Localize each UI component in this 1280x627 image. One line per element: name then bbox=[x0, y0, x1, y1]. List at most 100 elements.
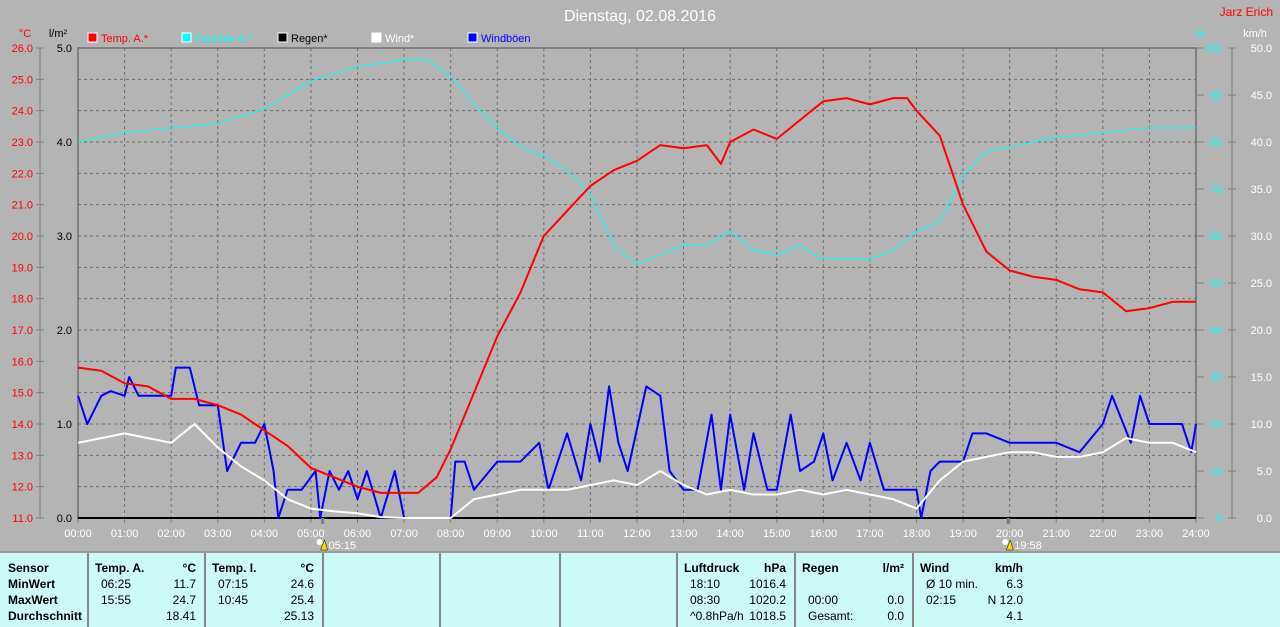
legend-swatch bbox=[371, 32, 382, 43]
sunset-sun-icon bbox=[1002, 539, 1009, 545]
rain-tick-label: 2.0 bbox=[57, 325, 72, 337]
x-tick-label: 07:00 bbox=[390, 528, 418, 540]
x-tick-label: 03:00 bbox=[204, 528, 232, 540]
wind-tick-label: 35.0 bbox=[1251, 184, 1272, 196]
value-cell: 24.6 bbox=[290, 577, 314, 591]
rain-tick-label: 1.0 bbox=[57, 419, 72, 431]
column-unit: l/m² bbox=[882, 561, 904, 575]
column-unit: °C bbox=[182, 561, 196, 575]
legend-swatch bbox=[277, 32, 288, 43]
temp-tick-label: 14.0 bbox=[12, 419, 33, 431]
humidity-tick-label: 90 bbox=[1210, 90, 1222, 102]
x-tick-label: 11:00 bbox=[577, 528, 604, 540]
author-label: Jarz Erich bbox=[1220, 5, 1273, 19]
row-label: MaxWert bbox=[8, 593, 58, 607]
temp-a-column: Temp. A. °C 06:25 11.7 15:55 24.7 18.41 bbox=[89, 553, 206, 627]
x-tick-label: 24:00 bbox=[1182, 528, 1210, 540]
temp-tick-label: 22.0 bbox=[12, 168, 33, 180]
humidity-tick-label: 70 bbox=[1210, 184, 1222, 196]
pressure-column: Luftdruck hPa 18:10 1016.4 08:30 1020.2 ^0.8hP… bbox=[678, 553, 796, 627]
legend-label: Regen* bbox=[291, 33, 328, 45]
legend-label: Feuchte A.* bbox=[195, 33, 253, 45]
x-tick-label: 15:00 bbox=[763, 528, 791, 540]
temp-tick-label: 13.0 bbox=[12, 450, 33, 462]
column-header: Temp. A. bbox=[95, 561, 145, 575]
statistics-panel: Sensor MinWert MaxWert Durchschnitt Temp… bbox=[0, 551, 1280, 627]
wind-tick-label: 40.0 bbox=[1251, 137, 1272, 149]
legend-swatch bbox=[467, 32, 478, 43]
time-cell: 00:00 bbox=[808, 593, 839, 607]
wind-tick-label: 5.0 bbox=[1257, 466, 1272, 478]
wind-tick-label: 30.0 bbox=[1251, 231, 1272, 243]
temp-tick-label: 21.0 bbox=[12, 200, 33, 212]
rain-column: Regen l/m² 00:00 0.0 Gesamt: 0.0 bbox=[796, 553, 914, 627]
temp-tick-label: 24.0 bbox=[12, 106, 33, 118]
empty-column bbox=[324, 553, 441, 627]
x-tick-label: 20:00 bbox=[996, 528, 1024, 540]
humidity-tick-label: 40 bbox=[1210, 325, 1222, 337]
wind-tick-label: 10.0 bbox=[1251, 419, 1272, 431]
humidity-tick-label: 60 bbox=[1210, 231, 1222, 243]
rain-tick-label: 4.0 bbox=[57, 137, 72, 149]
value-cell: 18.41 bbox=[165, 609, 196, 623]
temp-tick-label: 20.0 bbox=[12, 231, 33, 243]
humidity-tick-label: 80 bbox=[1210, 137, 1222, 149]
sensor-header: Sensor bbox=[8, 561, 49, 575]
column-header: Wind bbox=[920, 561, 950, 575]
x-tick-label: 08:00 bbox=[437, 528, 465, 540]
value-cell: N 12.0 bbox=[987, 593, 1023, 607]
humidity-unit: % bbox=[1195, 28, 1205, 40]
humidity-tick-label: 50 bbox=[1210, 278, 1222, 290]
value-cell: 25.13 bbox=[283, 609, 314, 623]
wind-tick-label: 0.0 bbox=[1257, 513, 1272, 525]
sunrise-label: 05:15 bbox=[329, 540, 357, 551]
wind-tick-label: 45.0 bbox=[1251, 90, 1272, 102]
humidity-tick-label: 0 bbox=[1216, 513, 1222, 525]
value-cell: 1016.4 bbox=[749, 577, 786, 591]
wind-column: Wind km/h Ø 10 min. 6.3 02:15 N 12.0 4.1 bbox=[914, 553, 1031, 627]
empty-column bbox=[441, 553, 561, 627]
time-cell: Gesamt: bbox=[808, 609, 854, 623]
weather-chart: Dienstag, 02.08.2016 Jarz Erich 00:00 01:00… bbox=[12, 5, 1273, 551]
humidity-tick-label: 20 bbox=[1210, 419, 1222, 431]
x-tick-label: 14:00 bbox=[716, 528, 744, 540]
value-cell: 1020.2 bbox=[749, 593, 786, 607]
time-cell: ^0.8hPa/h bbox=[690, 609, 744, 623]
column-unit: km/h bbox=[994, 561, 1023, 575]
rain-unit: l/m² bbox=[49, 28, 68, 40]
column-unit: °C bbox=[300, 561, 314, 575]
legend-label: Temp. A.* bbox=[101, 33, 149, 45]
wind-tick-label: 25.0 bbox=[1251, 278, 1272, 290]
series-line-feuchte-a bbox=[77, 59, 1196, 265]
x-tick-label: 21:00 bbox=[1042, 528, 1070, 540]
time-cell: 02:15 bbox=[926, 593, 957, 607]
temp-tick-label: 26.0 bbox=[12, 43, 33, 55]
x-tick-label: 19:00 bbox=[949, 528, 977, 540]
x-tick-label: 18:00 bbox=[903, 528, 931, 540]
time-cell: 06:25 bbox=[101, 577, 132, 591]
x-tick-label: 09:00 bbox=[483, 528, 511, 540]
value-cell: 25.4 bbox=[290, 593, 314, 607]
time-cell: 15:55 bbox=[101, 593, 132, 607]
x-tick-label: 12:00 bbox=[623, 528, 651, 540]
value-cell: 24.7 bbox=[172, 593, 196, 607]
legend-swatch bbox=[87, 32, 98, 43]
wind-unit: km/h bbox=[1243, 28, 1267, 40]
time-cell: Ø 10 min. bbox=[926, 577, 979, 591]
temp-tick-label: 19.0 bbox=[12, 262, 33, 274]
value-cell: 0.0 bbox=[887, 609, 904, 623]
legend-label: Windböen bbox=[481, 33, 531, 45]
value-cell: 4.1 bbox=[1006, 609, 1023, 623]
x-tick-label: 13:00 bbox=[670, 528, 698, 540]
x-tick-label: 04:00 bbox=[251, 528, 279, 540]
chart-title: Dienstag, 02.08.2016 bbox=[564, 8, 716, 25]
temp-tick-label: 12.0 bbox=[12, 482, 33, 494]
column-header: Temp. I. bbox=[212, 561, 257, 575]
x-tick-label: 16:00 bbox=[810, 528, 838, 540]
x-tick-label: 22:00 bbox=[1089, 528, 1117, 540]
sensor-column: Sensor MinWert MaxWert Durchschnitt bbox=[0, 553, 89, 627]
time-cell: 10:45 bbox=[218, 593, 249, 607]
series-line-wind bbox=[77, 423, 1197, 519]
legend-swatch bbox=[181, 32, 192, 43]
temp-tick-label: 18.0 bbox=[12, 294, 33, 306]
